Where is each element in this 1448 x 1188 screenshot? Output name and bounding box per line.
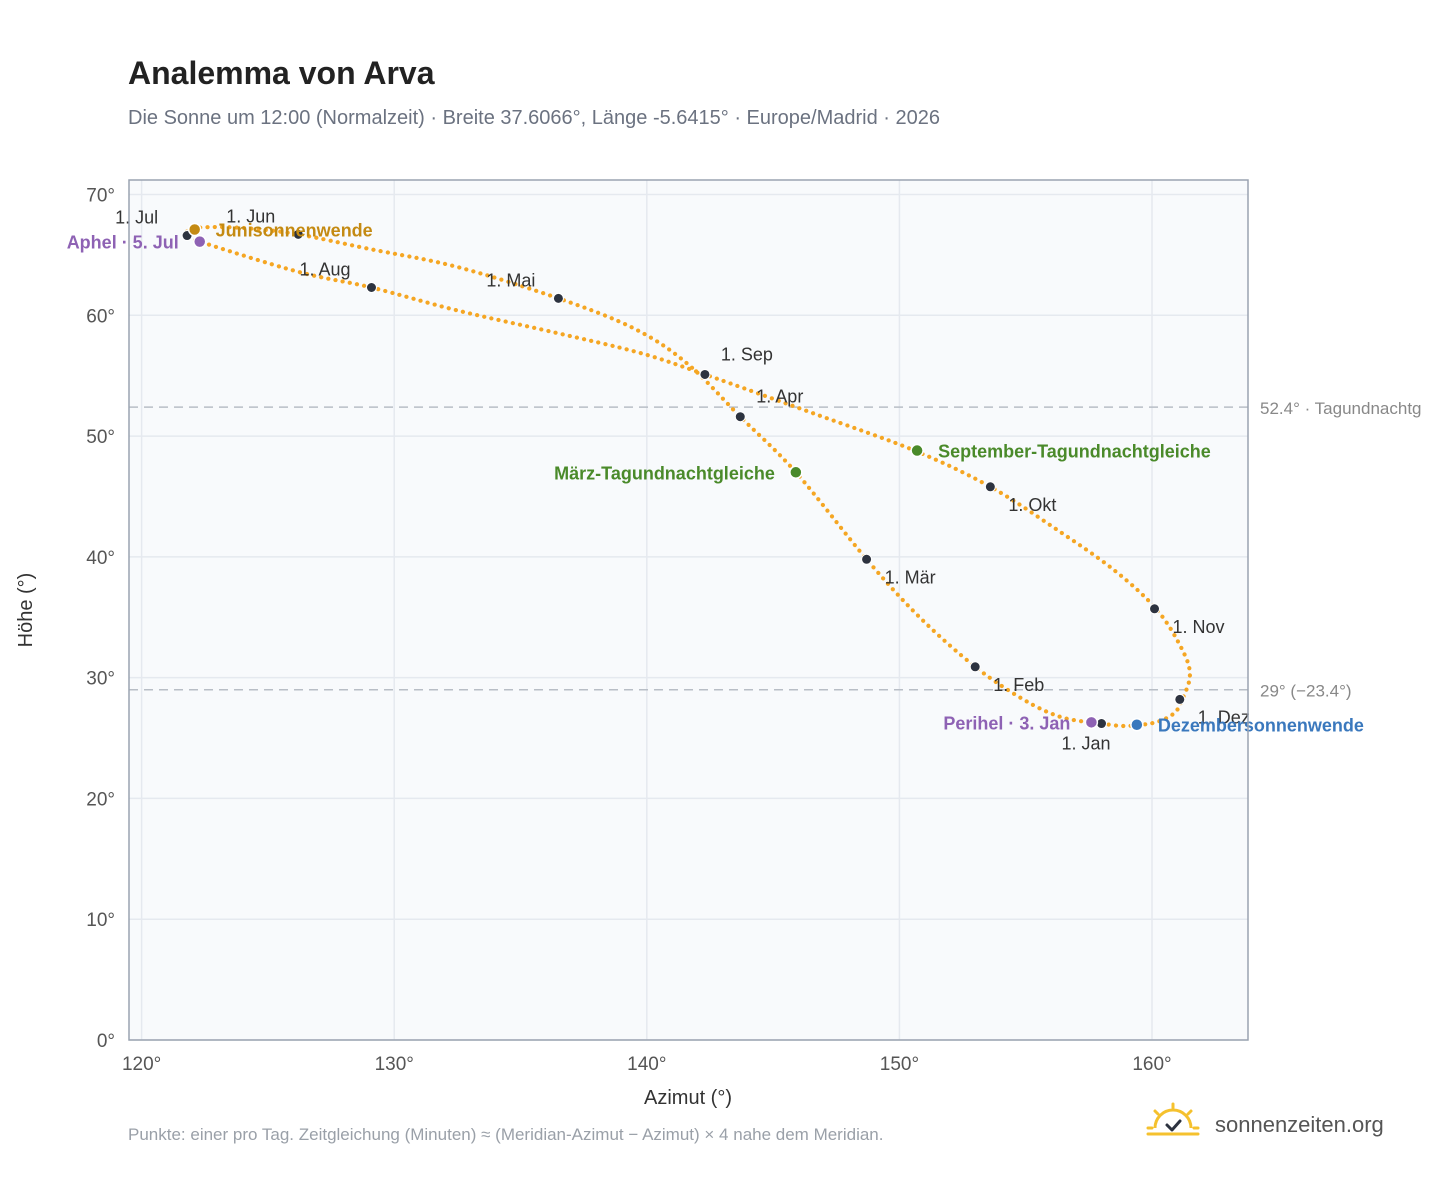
month-marker-label: 1. Jan <box>1061 734 1110 754</box>
month-marker-dot <box>292 228 304 240</box>
y-tick-label: 30° <box>86 669 115 690</box>
y-tick-label: 70° <box>86 185 115 206</box>
month-marker-dot <box>984 481 996 493</box>
event-marker-label: Dezembersonnenwende <box>1158 716 1364 736</box>
month-marker-label: 1. Aug <box>299 260 350 280</box>
x-axis-label: Azimut (°) <box>644 1087 732 1109</box>
month-marker-label: 1. Okt <box>1008 495 1056 515</box>
event-marker-label: September-Tagundnachtgleiche <box>938 442 1211 462</box>
event-markers: Junisonnenwende Aphel · 5. Jul März-Tagund… <box>67 221 1364 736</box>
analemma-daily-dots <box>184 224 1193 729</box>
reference-lines: 52.4° · Tagundnachtg 29° (−23.4°) <box>129 399 1422 701</box>
event-marker-dot <box>1130 717 1144 732</box>
month-marker-dot <box>969 661 981 673</box>
month-marker-label: 1. Jul <box>115 208 158 228</box>
brand-name: sonnenzeiten.org <box>1215 1112 1384 1137</box>
month-marker-label: 1. Dez <box>1198 707 1250 727</box>
event-marker-label: Junisonnenwende <box>216 221 373 241</box>
event-marker-label: März-Tagundnachtgleiche <box>554 463 775 483</box>
month-marker-label: 1. Nov <box>1173 617 1225 637</box>
x-tick-label: 130° <box>375 1054 414 1075</box>
month-marker-dot <box>365 282 377 293</box>
month-marker-dot <box>861 553 873 565</box>
y-tick-label: 50° <box>86 427 115 448</box>
y-axis-label: Höhe (°) <box>15 573 37 648</box>
event-marker-label: Perihel · 3. Jan <box>943 713 1070 733</box>
month-marker-label: 1. Mär <box>885 567 936 587</box>
month-marker-label: 1. Mai <box>486 270 535 290</box>
reference-line-label: 29° (−23.4°) <box>1260 682 1352 701</box>
sun-check-icon <box>1146 1102 1200 1136</box>
y-tick-label: 40° <box>86 548 115 569</box>
month-marker-dot <box>1174 693 1186 705</box>
x-tick-label: 120° <box>122 1054 161 1075</box>
month-marker-dot <box>699 368 711 380</box>
y-tick-label: 20° <box>86 789 115 810</box>
x-tick-label: 150° <box>880 1054 919 1075</box>
month-marker-label: 1. Feb <box>993 675 1044 695</box>
event-marker-dot <box>1084 715 1099 730</box>
month-marker-label: 1. Apr <box>756 387 803 407</box>
reference-line-label: 52.4° · Tagundnachtg <box>1260 399 1422 418</box>
month-markers: 1. Jan 1. Feb 1. Mär 1. Apr 1. Mai 1. Jun 1. J… <box>115 206 1250 753</box>
plot-area <box>129 180 1248 1040</box>
y-tick-label: 0° <box>97 1031 115 1052</box>
event-marker-label: Aphel · 5. Jul <box>67 233 179 253</box>
y-tick-label: 60° <box>86 306 115 327</box>
month-marker-dot <box>734 411 746 423</box>
month-marker-dot <box>1149 603 1161 615</box>
event-marker-dot <box>910 443 924 458</box>
analemma-curve <box>184 224 1193 729</box>
x-tick-label: 160° <box>1132 1054 1171 1075</box>
event-marker-dot <box>187 222 202 237</box>
event-marker-dot <box>789 465 803 480</box>
x-tick-label: 140° <box>627 1054 666 1075</box>
month-marker-label: 1. Sep <box>721 344 773 364</box>
chart-subtitle: Die Sonne um 12:00 (Normalzeit) · Breite… <box>128 107 940 129</box>
plot-frame <box>128 179 1249 1041</box>
event-marker-dot <box>192 234 207 249</box>
y-tick-label: 10° <box>86 910 115 931</box>
month-marker-dot <box>552 292 564 304</box>
footnote: Punkte: einer pro Tag. Zeitgleichung (Mi… <box>128 1125 884 1144</box>
chart-title: Analemma von Arva <box>128 55 435 91</box>
axis-ticks: 120° 130° 140° 150° 160° 0° 10° 20° 30° 40° 50° 60°… <box>86 185 1171 1075</box>
month-marker-label: 1. Jun <box>226 206 275 226</box>
